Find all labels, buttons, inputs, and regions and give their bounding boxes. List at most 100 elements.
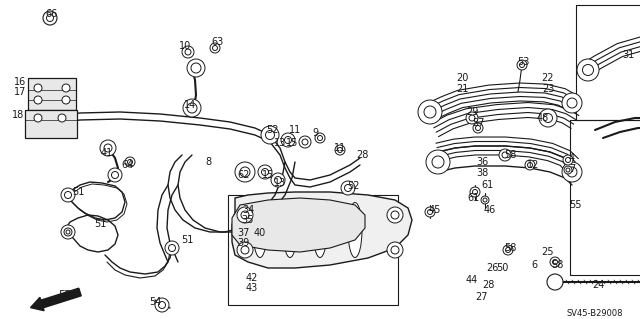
Circle shape [285, 137, 291, 144]
Bar [228, 195, 398, 305]
Circle shape [432, 156, 444, 168]
Text: 26: 26 [486, 263, 498, 273]
Text: 31: 31 [622, 50, 634, 60]
Circle shape [240, 167, 250, 177]
Circle shape [47, 14, 54, 21]
Circle shape [212, 46, 218, 50]
Circle shape [62, 96, 70, 104]
Text: 58: 58 [504, 150, 516, 160]
Circle shape [473, 123, 483, 133]
Circle shape [506, 248, 511, 253]
Text: 18: 18 [12, 110, 24, 120]
Text: 64: 64 [122, 160, 134, 170]
Text: 52: 52 [347, 181, 359, 191]
Circle shape [34, 114, 42, 122]
Text: 17: 17 [14, 87, 26, 97]
Circle shape [185, 49, 191, 55]
Circle shape [481, 196, 489, 204]
Text: 58: 58 [504, 243, 516, 253]
Text: 8: 8 [205, 157, 211, 167]
Text: 7: 7 [569, 164, 575, 174]
Text: 10: 10 [179, 41, 191, 51]
Circle shape [65, 228, 72, 235]
Text: 16: 16 [14, 77, 26, 87]
Circle shape [271, 173, 285, 187]
Circle shape [34, 96, 42, 104]
Circle shape [469, 115, 475, 121]
Polygon shape [232, 198, 365, 252]
Circle shape [315, 133, 325, 143]
Text: 57: 57 [472, 118, 484, 128]
Bar [576, 5, 640, 120]
Circle shape [125, 157, 135, 167]
Circle shape [499, 149, 511, 161]
Ellipse shape [348, 203, 362, 257]
Text: 61: 61 [482, 180, 494, 190]
Text: 13: 13 [274, 138, 286, 148]
Circle shape [566, 158, 570, 162]
Ellipse shape [283, 203, 297, 257]
Circle shape [66, 230, 70, 234]
Text: 21: 21 [456, 84, 468, 94]
Text: 36: 36 [476, 157, 488, 167]
Circle shape [155, 298, 169, 312]
Circle shape [182, 46, 194, 58]
Circle shape [517, 60, 527, 70]
Circle shape [266, 130, 275, 139]
Text: 44: 44 [466, 275, 478, 285]
Circle shape [235, 162, 255, 182]
Text: 46: 46 [484, 205, 496, 215]
Circle shape [466, 112, 478, 124]
Circle shape [104, 144, 112, 152]
Text: 29: 29 [466, 107, 478, 117]
Text: 38: 38 [476, 168, 488, 178]
Text: 4: 4 [569, 153, 575, 163]
Bar [25, 110, 77, 138]
Text: 27: 27 [476, 292, 488, 302]
Circle shape [391, 246, 399, 254]
Text: 58: 58 [551, 260, 563, 270]
Circle shape [582, 64, 593, 76]
Ellipse shape [313, 203, 327, 257]
Circle shape [552, 259, 557, 264]
Text: 24: 24 [592, 280, 604, 290]
Circle shape [567, 98, 577, 108]
Circle shape [159, 301, 166, 308]
Circle shape [61, 188, 75, 202]
Circle shape [562, 93, 582, 113]
Circle shape [165, 241, 179, 255]
Circle shape [472, 189, 477, 195]
Text: 51: 51 [94, 219, 106, 229]
Text: 61: 61 [468, 193, 480, 203]
Circle shape [341, 181, 355, 195]
Text: 55: 55 [569, 200, 581, 210]
Circle shape [564, 166, 572, 174]
Circle shape [241, 211, 249, 219]
Circle shape [550, 257, 560, 267]
Text: 66: 66 [46, 9, 58, 19]
Text: 34: 34 [242, 205, 254, 215]
Text: 20: 20 [456, 73, 468, 83]
Circle shape [424, 106, 436, 118]
Circle shape [258, 165, 272, 179]
Circle shape [210, 43, 220, 53]
Text: 11: 11 [334, 143, 346, 153]
Text: 25: 25 [541, 247, 554, 257]
Circle shape [562, 162, 582, 182]
Text: 23: 23 [542, 84, 554, 94]
Circle shape [237, 207, 253, 223]
Bar [28, 78, 76, 110]
Text: 13: 13 [274, 178, 286, 188]
Text: 35: 35 [242, 215, 254, 225]
Circle shape [191, 63, 201, 73]
Circle shape [387, 207, 403, 223]
Text: 51: 51 [72, 187, 84, 197]
Text: 45: 45 [429, 205, 441, 215]
Text: 28: 28 [356, 150, 368, 160]
Circle shape [476, 125, 481, 130]
Bar [570, 120, 640, 275]
Circle shape [577, 59, 599, 81]
Circle shape [344, 184, 351, 191]
Circle shape [470, 187, 480, 197]
Polygon shape [232, 192, 412, 268]
